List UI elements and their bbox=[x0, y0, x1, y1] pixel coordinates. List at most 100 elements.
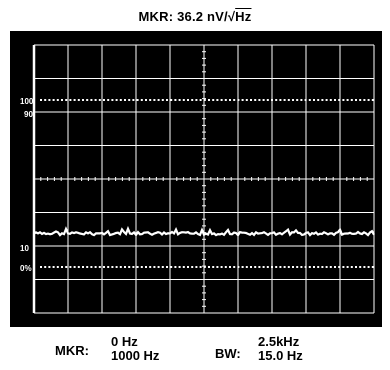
reference-0-dot bbox=[44, 266, 47, 268]
reference-100-dot bbox=[157, 99, 160, 101]
reference-0-dot bbox=[338, 266, 341, 268]
reference-0-dot bbox=[73, 266, 76, 268]
reference-0-dot bbox=[86, 266, 89, 268]
reference-100-dot bbox=[166, 99, 168, 101]
reference-100-dot bbox=[338, 99, 341, 101]
reference-100-dot bbox=[103, 99, 105, 101]
reference-0-dot bbox=[136, 266, 139, 268]
reference-100-dot bbox=[111, 99, 114, 101]
reference-100-dot bbox=[178, 99, 181, 101]
y-label-0-percent: 0% bbox=[20, 264, 32, 273]
reference-100-dot bbox=[140, 99, 143, 101]
reference-100-dot bbox=[94, 99, 97, 101]
reference-0-dot bbox=[229, 266, 231, 268]
reference-0-dot bbox=[283, 266, 286, 268]
reference-100-dot bbox=[237, 99, 240, 101]
reference-100-dot bbox=[342, 99, 345, 101]
reference-0-dot bbox=[350, 266, 353, 268]
reference-100-dot bbox=[107, 99, 110, 101]
reference-100-dot bbox=[145, 99, 147, 101]
reference-0-dot bbox=[107, 266, 110, 268]
reference-100-dot bbox=[212, 99, 215, 101]
reference-0-dot bbox=[334, 266, 336, 268]
marker-readout: MKR: 36.2 nV/√Hz bbox=[0, 9, 390, 24]
reference-0-dot bbox=[241, 266, 244, 268]
reference-100-dot bbox=[65, 99, 68, 101]
reference-0-dot bbox=[250, 266, 252, 268]
reference-100-dot bbox=[292, 99, 294, 101]
reference-100-dot bbox=[275, 99, 278, 101]
reference-0-dot bbox=[111, 266, 114, 268]
reference-0-dot bbox=[292, 266, 294, 268]
y-axis-labels: 100 90 10 0% bbox=[20, 97, 34, 273]
reference-100-dot bbox=[98, 99, 101, 101]
reference-100-dot bbox=[115, 99, 118, 101]
reference-0-dot bbox=[199, 266, 202, 268]
reference-100-dot bbox=[128, 99, 131, 101]
reference-0-dot bbox=[325, 266, 328, 268]
reference-0-dot bbox=[69, 266, 72, 268]
reference-0-dot bbox=[128, 266, 131, 268]
reference-0-dot bbox=[145, 266, 147, 268]
marker-start-value: 0 Hz bbox=[111, 334, 138, 349]
marker-label: MKR: bbox=[55, 343, 89, 358]
reference-0-dot bbox=[220, 266, 223, 268]
reference-0-dot bbox=[212, 266, 215, 268]
reference-100-dot bbox=[308, 99, 311, 101]
reference-100-dot bbox=[304, 99, 307, 101]
reference-100-dot bbox=[359, 99, 362, 101]
reference-100-dot bbox=[161, 99, 164, 101]
reference-0-dot bbox=[65, 266, 68, 268]
reference-0-dot bbox=[119, 266, 122, 268]
reference-100-dot bbox=[195, 99, 198, 101]
reference-100-dot bbox=[220, 99, 223, 101]
reference-100-dot bbox=[82, 99, 84, 101]
reference-100-dot bbox=[266, 99, 269, 101]
reference-100-dot bbox=[40, 99, 42, 101]
reference-100-dot bbox=[77, 99, 80, 101]
reference-0-dot bbox=[342, 266, 345, 268]
graticule-display: 100 90 10 0% bbox=[10, 31, 382, 327]
marker-span-value: 1000 Hz bbox=[111, 348, 160, 363]
reference-0-dot bbox=[262, 266, 265, 268]
reference-0-dot bbox=[187, 266, 189, 268]
reference-0-dot bbox=[195, 266, 198, 268]
reference-0-dot bbox=[52, 266, 55, 268]
y-label-90: 90 bbox=[24, 110, 33, 119]
reference-0-dot bbox=[233, 266, 236, 268]
reference-0-dot bbox=[355, 266, 357, 268]
reference-100-dot bbox=[44, 99, 47, 101]
bw-value-secondary: 15.0 Hz bbox=[258, 348, 303, 363]
reference-0-dot bbox=[98, 266, 101, 268]
reference-100-dot bbox=[325, 99, 328, 101]
bw-value-primary: 2.5kHz bbox=[258, 334, 300, 349]
y-label-10: 10 bbox=[20, 244, 29, 253]
reference-0-dot bbox=[304, 266, 307, 268]
reference-0-dot bbox=[296, 266, 299, 268]
reference-0-dot bbox=[224, 266, 227, 268]
reference-0-dot bbox=[56, 266, 59, 268]
reference-100-dot bbox=[241, 99, 244, 101]
reference-100-dot bbox=[346, 99, 349, 101]
reference-100-dot bbox=[271, 99, 273, 101]
y-label-100: 100 bbox=[20, 97, 34, 106]
reference-100-dot bbox=[73, 99, 76, 101]
marker-readout-value: MKR: 36.2 nV/ bbox=[138, 9, 228, 24]
reference-0-dot bbox=[82, 266, 84, 268]
reference-0-dot bbox=[132, 266, 135, 268]
reference-0-dot bbox=[300, 266, 303, 268]
reference-0-dot bbox=[166, 266, 168, 268]
reference-100-dot bbox=[283, 99, 286, 101]
reference-100-dot bbox=[355, 99, 357, 101]
reference-0-dot bbox=[140, 266, 143, 268]
reference-100-dot bbox=[313, 99, 315, 101]
reference-0-dot bbox=[203, 266, 206, 268]
sqrt-symbol: √ bbox=[227, 9, 236, 24]
reference-0-dot bbox=[153, 266, 156, 268]
reference-100-dot bbox=[61, 99, 63, 101]
reference-100-dot bbox=[90, 99, 93, 101]
reference-100-dot bbox=[350, 99, 353, 101]
reference-100-dot bbox=[334, 99, 336, 101]
bw-label: BW: bbox=[215, 346, 241, 361]
reference-0-dot bbox=[90, 266, 93, 268]
